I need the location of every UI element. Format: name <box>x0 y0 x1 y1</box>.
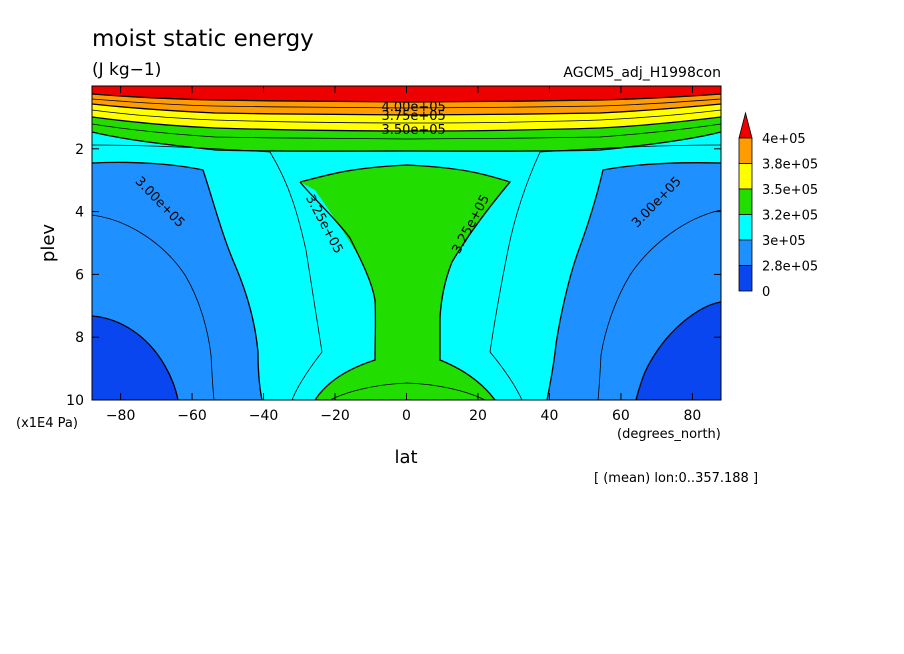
legend-label: 4e+05 <box>762 132 806 147</box>
x-tick-label: 20 <box>469 408 487 424</box>
y-axis-title: plev <box>38 224 59 263</box>
legend-swatch <box>738 239 753 266</box>
chart-units: (J kg−1) <box>92 60 161 80</box>
contour-line-3.1e5-right <box>489 144 721 400</box>
legend-label: 2.8e+05 <box>762 260 818 275</box>
x-tick-label: −20 <box>320 408 350 424</box>
y-tick-label: 10 <box>66 393 84 409</box>
contour-line-3e5-right <box>546 162 721 400</box>
y-tick-label: 4 <box>75 205 84 221</box>
x-tick-label: −80 <box>106 408 136 424</box>
contour-line-2.9e5-right <box>597 209 721 400</box>
legend-swatch <box>738 163 753 190</box>
legend-label: 3.2e+05 <box>762 209 818 224</box>
contour-line-4e5 <box>92 93 721 103</box>
fill-band-3.2e5 <box>92 86 721 400</box>
contour-lines <box>92 93 721 400</box>
contour-line-3.6e5 <box>92 109 721 124</box>
contour-line-3.4e5 <box>92 123 721 140</box>
x-tick-label: 60 <box>612 408 630 424</box>
y-units-label: (x1E4 Pa) <box>16 416 78 431</box>
contour-line-2.8e5-left <box>92 315 179 400</box>
contour-label: 4.00e+05 <box>381 100 445 115</box>
mean-note: [ (mean) lon:0..357.188 ] <box>594 471 758 486</box>
x-tick-label: 80 <box>683 408 701 424</box>
contour-fill-layer <box>92 86 721 400</box>
y-tick-label: 6 <box>75 267 84 283</box>
legend-label: 3.5e+05 <box>762 183 818 198</box>
contour-line-3.25e5 <box>299 164 512 400</box>
legend-swatch <box>738 111 753 139</box>
x-axis-title: lat <box>394 447 417 468</box>
contour-line-3.5e5 <box>92 116 721 132</box>
x-axis: −80 −60 −40 −20 0 20 40 60 80 <box>106 86 701 424</box>
contour-line-3.9e5 <box>92 98 721 109</box>
y-tick-label: 2 <box>75 142 84 158</box>
y-axis: 2 4 6 8 10 <box>66 142 721 409</box>
legend-label: 0 <box>762 285 770 300</box>
contour-line-3.75e5 <box>92 103 721 116</box>
chart-title: moist static energy <box>92 26 314 52</box>
legend-swatch <box>738 214 753 241</box>
legend-label: 3e+05 <box>762 234 806 249</box>
contour-label: 3.50e+05 <box>381 123 445 138</box>
x-tick-label: 40 <box>541 408 559 424</box>
contour-line-inner-bump <box>329 382 486 400</box>
legend-label: 3.8e+05 <box>762 158 818 173</box>
contour-line-2.8e5-right <box>635 301 721 400</box>
fill-band-4e5 <box>92 86 721 102</box>
color-legend: 4e+05 3.8e+05 3.5e+05 3.2e+05 3e+05 2.8e+05 0 <box>738 111 818 300</box>
dataset-label: AGCM5_adj_H1998con <box>563 65 721 81</box>
contour-line-3.1e5-left <box>92 144 323 400</box>
contour-line-3e5-left <box>92 161 263 400</box>
legend-swatch <box>738 188 753 215</box>
x-units-label: (degrees_north) <box>617 427 721 442</box>
y-tick-label: 8 <box>75 330 84 346</box>
contour-line-2.9e5-left <box>92 214 215 400</box>
legend-swatch <box>738 137 753 164</box>
x-tick-label: −60 <box>177 408 207 424</box>
x-tick-label: −40 <box>249 408 279 424</box>
legend-swatch <box>738 265 753 292</box>
x-tick-label: 0 <box>402 408 411 424</box>
contour-label: 3.75e+05 <box>381 109 445 124</box>
contour-line-3.25e5-left <box>299 181 377 400</box>
